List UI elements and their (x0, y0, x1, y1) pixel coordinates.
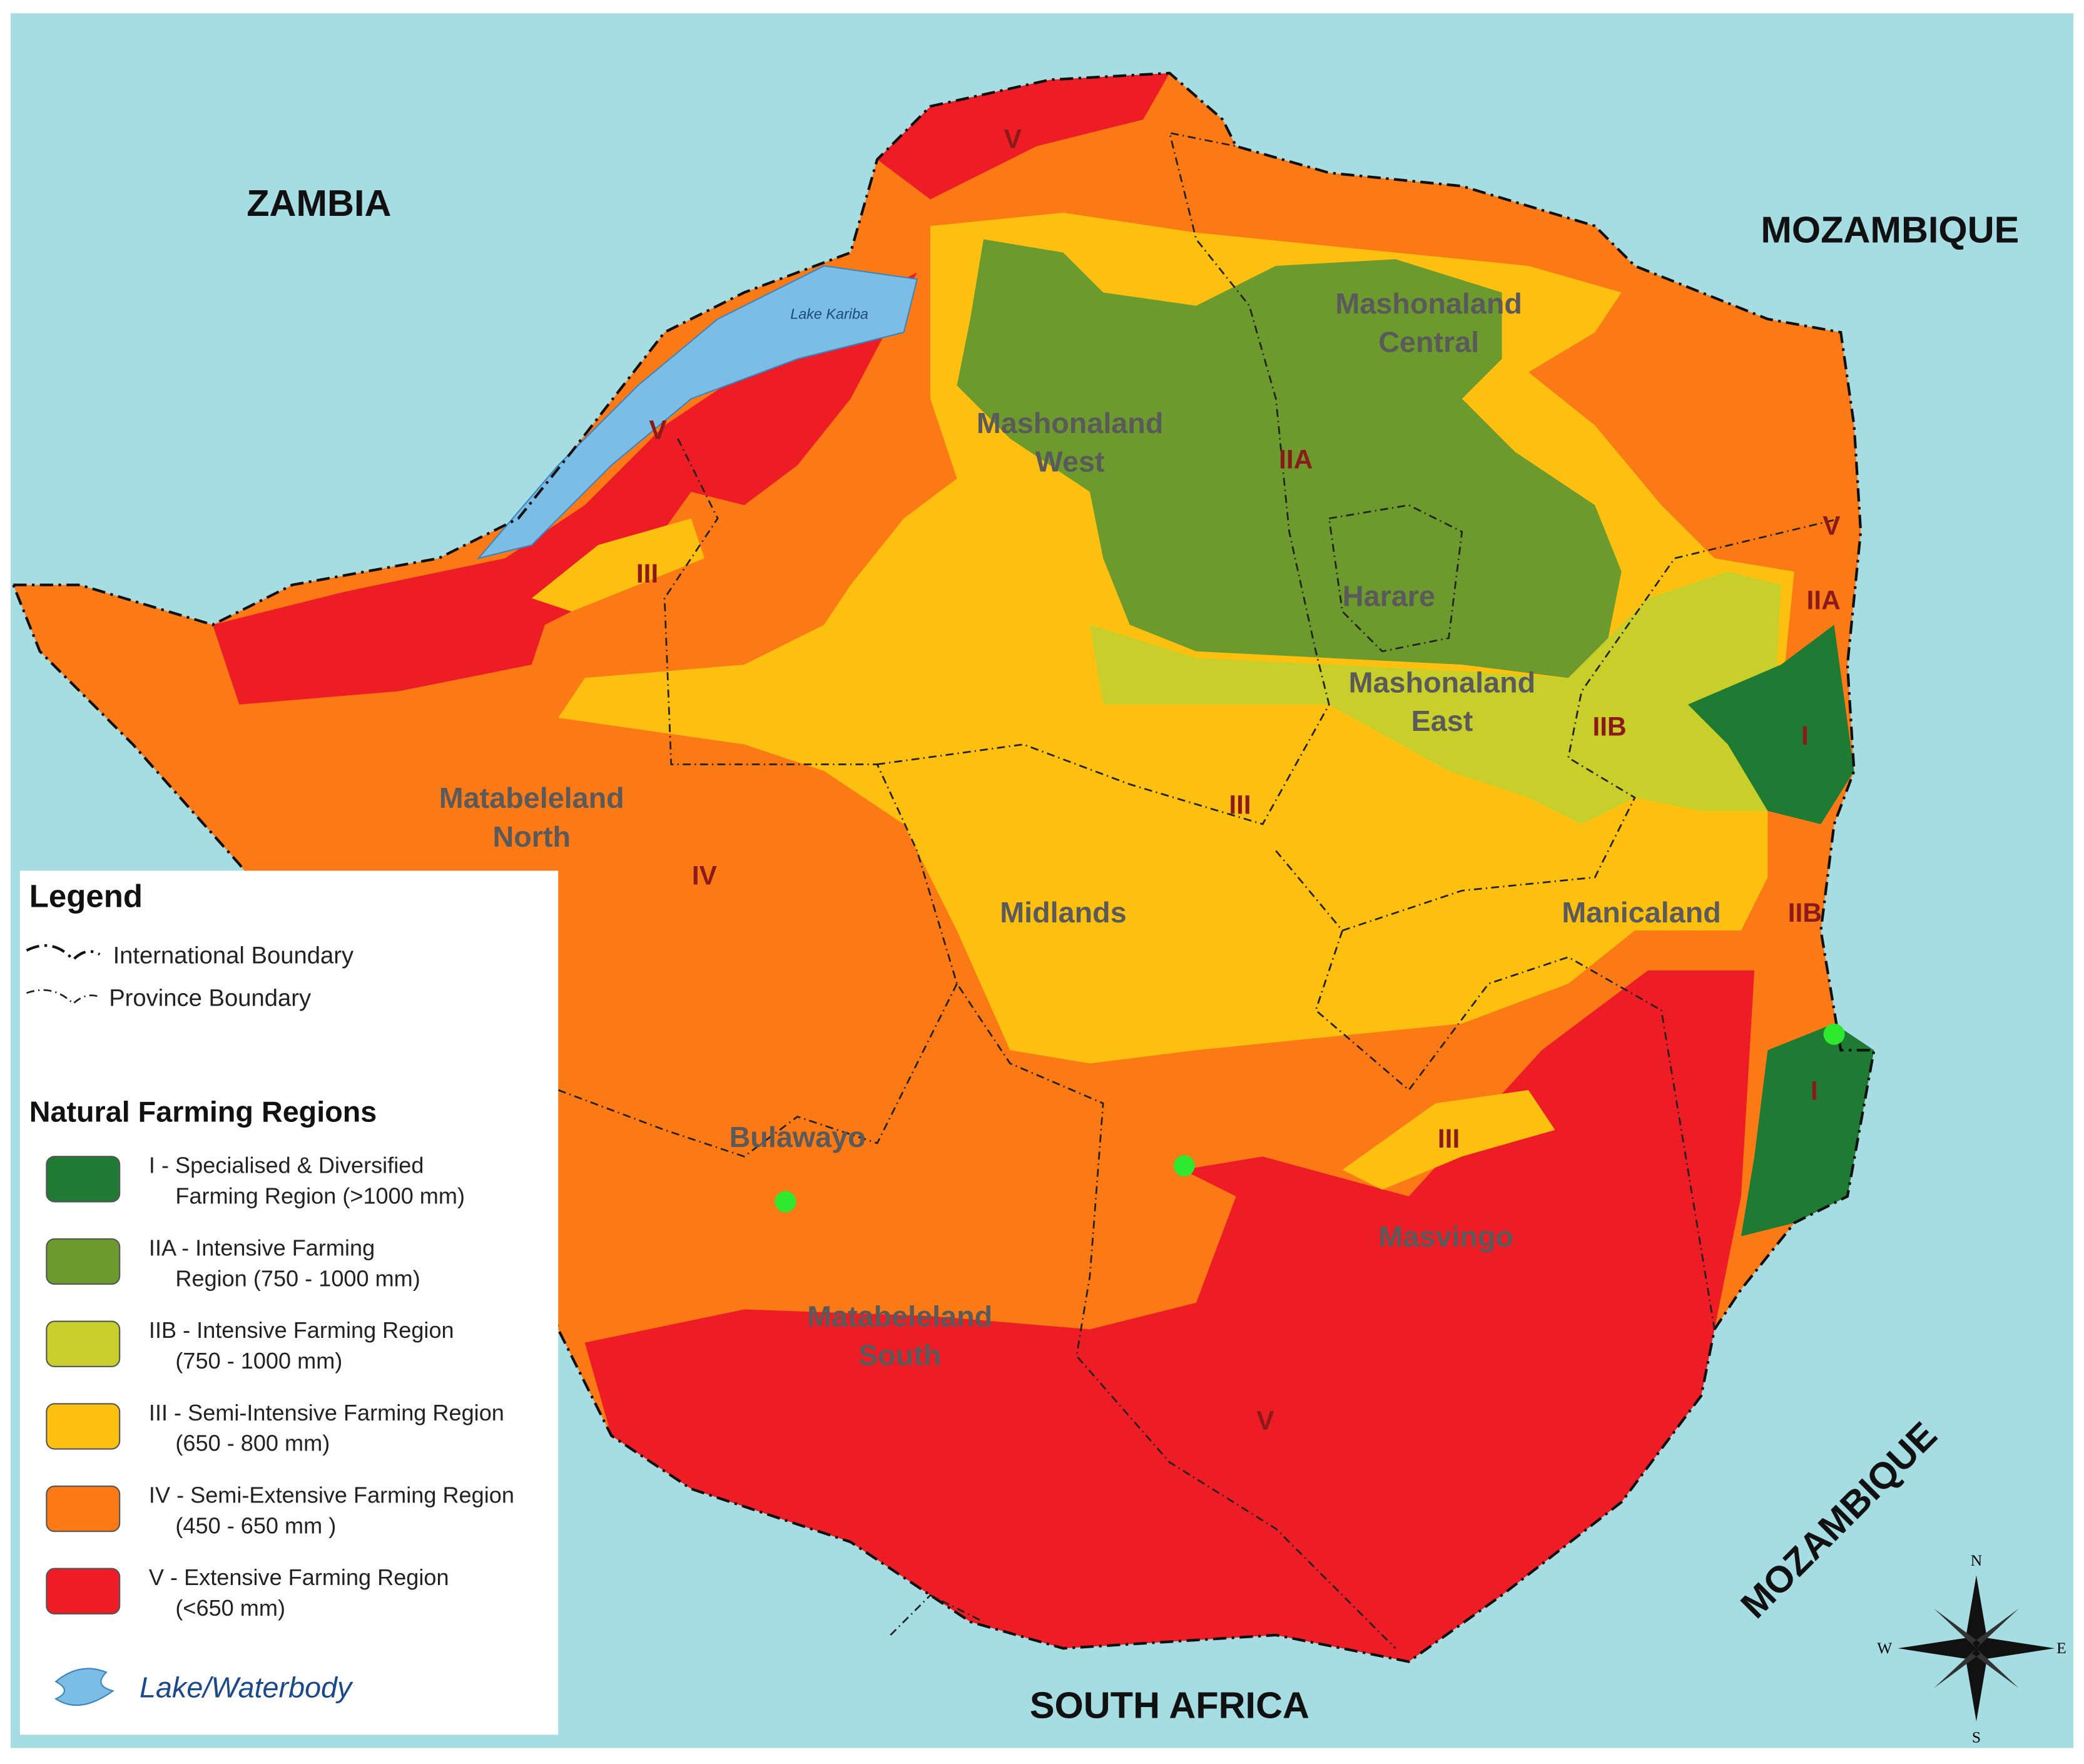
region-i (1687, 625, 1854, 825)
region-label: IIA (1806, 586, 1840, 616)
province-boundary (557, 983, 958, 1158)
international-boundary (11, 71, 1876, 1663)
site-marker (1173, 1155, 1195, 1177)
province-boundary (877, 131, 1330, 825)
legend-boundary: Province Boundary (109, 985, 312, 1012)
region-label: IIA (1279, 445, 1313, 474)
province-label: Matabeleland (807, 1300, 992, 1333)
legend-item-text: I - Specialised & Diversified (149, 1153, 424, 1178)
legend-item-text: (<650 mm) (175, 1595, 285, 1621)
region-label: IV (692, 861, 718, 890)
region-iib (1089, 571, 1781, 825)
compass-star (1898, 1575, 2055, 1722)
province-label: Harare (1343, 579, 1435, 612)
province-label: East (1411, 705, 1473, 737)
province-boundary (663, 438, 1396, 1649)
legend-item-text: (450 - 650 mm ) (175, 1512, 336, 1538)
region-iii-patch (1342, 1089, 1555, 1190)
region-label: V (1822, 512, 1841, 541)
legend-swatch (46, 1403, 121, 1450)
province-boundary (1314, 930, 1715, 1330)
legend-item-text: (750 - 1000 mm) (175, 1348, 342, 1374)
legend-swatch (46, 1156, 121, 1203)
legend-swatch (46, 1238, 121, 1285)
region-label: III (1229, 791, 1251, 820)
region-label: V (1004, 125, 1022, 154)
region-label: IIB (1592, 712, 1626, 742)
region-iia (957, 239, 1622, 678)
legend-item-text: IIA - Intensive Farming (149, 1235, 375, 1260)
legend-item-text: IV - Semi-Extensive Farming Region (149, 1482, 514, 1508)
compass-e: E (2056, 1639, 2066, 1657)
province-boundary (1328, 504, 1463, 653)
compass-w: W (1877, 1639, 1892, 1657)
province-label: Midlands (1000, 896, 1126, 929)
lake-label: Lake Kariba (790, 306, 868, 322)
region-label: I (1801, 721, 1809, 751)
region-i (1741, 1023, 1874, 1236)
legend-swatch (46, 1485, 121, 1532)
legend-swatch (46, 1320, 121, 1367)
legend-lake-icon (54, 1668, 115, 1706)
legend-section-title: Natural Farming Regions (29, 1096, 377, 1128)
province-label: Mashonaland (1335, 287, 1522, 320)
province-label: Masvingo (1379, 1220, 1513, 1253)
country-label: ZAMBIA (247, 182, 391, 224)
region-label: I (1811, 1076, 1818, 1106)
province-label: North (492, 820, 571, 853)
province-label: Matabeleland (439, 782, 624, 814)
province-label: Central (1378, 326, 1479, 359)
country-label: SOUTH AFRICA (1030, 1684, 1309, 1726)
province-label: West (1035, 446, 1105, 478)
province-label: Mashonaland (977, 407, 1164, 439)
province-boundary (890, 1594, 984, 1636)
legend-swatch (46, 1568, 121, 1615)
legend-item-text: (650 - 800 mm) (175, 1430, 330, 1456)
region-label: III (636, 559, 658, 589)
legend-waterbody: Lake/Waterbody (140, 1671, 353, 1703)
province-label: South (858, 1338, 941, 1371)
compass-s: S (1972, 1728, 1981, 1746)
legend-prov-line (26, 989, 100, 1005)
legend-item-text: Farming Region (>1000 mm) (175, 1183, 465, 1209)
legend-boundary: International Boundary (113, 942, 354, 969)
province-label: Bulawayo (729, 1121, 866, 1153)
site-marker (775, 1191, 796, 1213)
region-label: V (649, 416, 667, 446)
legend-title: Legend (29, 879, 143, 914)
region-iii-patch (531, 518, 704, 612)
legend-item-text: IIB - Intensive Farming Region (149, 1317, 454, 1343)
region-label: IIB (1788, 899, 1822, 928)
region-label: III (1438, 1124, 1460, 1154)
legend-intl-line (26, 944, 101, 962)
province-label: Mashonaland (1349, 666, 1536, 698)
lake-kariba (476, 265, 918, 560)
province-boundary (1275, 517, 1841, 932)
country-label: MOZAMBIQUE (1761, 208, 2019, 250)
region-v-north (877, 73, 1170, 200)
legend-items: I - Specialised & Diversified Farming Reg… (46, 1153, 514, 1621)
region-label: V (1256, 1406, 1274, 1435)
compass-star-minor (1933, 1608, 2019, 1688)
compass-rose: N E S W (1877, 1551, 2066, 1746)
province-label: Manicaland (1562, 896, 1721, 929)
legend-item-text: III - Semi-Intensive Farming Region (149, 1400, 504, 1425)
compass-n: N (1971, 1551, 1982, 1569)
legend-item-text: Region (750 - 1000 mm) (175, 1265, 420, 1291)
legend-item-text: V - Extensive Farming Region (149, 1564, 449, 1590)
site-marker (1823, 1023, 1845, 1045)
